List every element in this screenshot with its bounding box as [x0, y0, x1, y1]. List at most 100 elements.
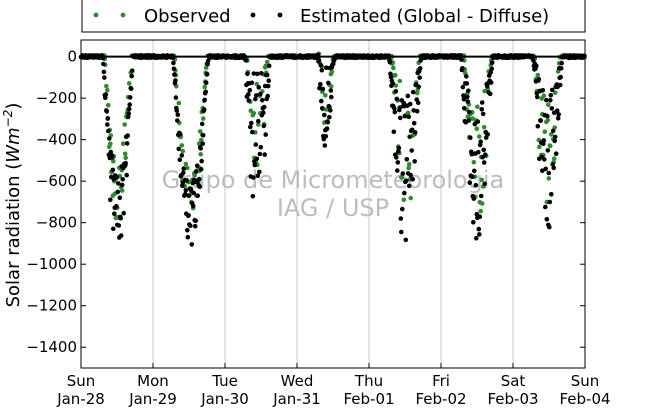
estimated-point-897: [196, 176, 202, 182]
estimated-point-1327: [410, 177, 416, 182]
estimated-point-1466: [479, 107, 485, 112]
observed-point-61: [122, 122, 127, 127]
estimated-point-745: [121, 210, 126, 216]
estimated-point-1338: [415, 100, 421, 105]
legend-marker-estimated-1: [250, 12, 256, 18]
legend-marker-observed-1: [93, 12, 99, 18]
estimated-point-1597: [544, 217, 550, 222]
estimated-point-876: [186, 193, 192, 199]
estimated-point-996: [246, 92, 251, 97]
estimated-point-898: [197, 184, 202, 189]
estimated-point-856: [176, 146, 182, 152]
x-tick-date-2: Jan-30: [200, 390, 249, 408]
estimated-point-1302: [398, 115, 403, 121]
estimated-point-1443: [468, 135, 473, 140]
estimated-point-1425: [459, 57, 464, 62]
grid-lines: [152, 40, 514, 368]
estimated-point-752: [124, 141, 130, 146]
estimated-point-875: [186, 213, 191, 218]
estimated-point-1336: [414, 108, 420, 114]
y-axis-label: Solar radiation (Wm−2): [1, 103, 24, 308]
estimated-point-1321: [407, 134, 413, 140]
observed-point-529: [479, 201, 485, 206]
x-tick-weekday-2: Tue: [211, 372, 238, 390]
estimated-point-1145: [320, 105, 325, 111]
estimated-point-1624: [557, 82, 563, 88]
estimated-point-859: [178, 131, 183, 137]
estimated-point-730: [114, 204, 119, 209]
estimated-point-1283: [388, 74, 394, 80]
estimated-point-1314: [404, 178, 409, 183]
estimated-point-1578: [535, 94, 540, 100]
estimated-point-882: [189, 242, 195, 247]
legend-label-estimated: Estimated (Global - Diffuse): [300, 6, 549, 27]
estimated-point-858: [177, 157, 183, 163]
estimated-point-1616: [553, 151, 559, 156]
estimated-point-1315: [404, 157, 410, 162]
estimated-point-1464: [478, 139, 484, 144]
observed-point-131: [176, 100, 182, 106]
observed-point-59: [120, 141, 126, 146]
estimated-point-879: [188, 223, 193, 229]
x-tick-date-4: Feb-01: [343, 390, 394, 408]
x-tick-weekday-7: Sun: [571, 372, 600, 390]
estimated-point-1009: [252, 162, 258, 168]
estimated-point-723: [110, 167, 116, 173]
estimated-point-994: [245, 71, 250, 77]
y-tick-label-4: −800: [36, 214, 77, 232]
watermark-line-1: Grupo de Micrometeorologia: [162, 166, 504, 194]
observed-point-523: [475, 104, 480, 110]
observed-point-327: [323, 93, 328, 98]
observed-point-522: [474, 126, 480, 132]
estimated-point-1005: [250, 194, 256, 199]
estimated-point-706: [102, 75, 107, 80]
estimated-point-722: [110, 155, 115, 160]
estimated-point-1341: [417, 75, 423, 80]
observed-point-433: [401, 197, 407, 203]
estimated-point-910: [203, 89, 208, 95]
observed-point-618: [549, 132, 554, 137]
observed-point-136: [179, 143, 185, 148]
estimated-point-1449: [471, 220, 476, 225]
estimated-point-756: [126, 106, 132, 112]
estimated-point-1319: [406, 114, 412, 120]
estimated-point-1459: [476, 149, 481, 155]
estimated-point-870: [183, 188, 189, 193]
x-tick-weekday-1: Mon: [137, 372, 169, 390]
estimated-point-709: [103, 92, 109, 97]
legend-box: [81, 0, 586, 33]
estimated-point-911: [203, 80, 209, 85]
estimated-point-751: [124, 172, 129, 178]
estimated-point-1435: [464, 74, 469, 79]
estimated-point-1150: [322, 143, 328, 148]
estimated-point-893: [194, 163, 200, 168]
estimated-point-1441: [467, 109, 472, 115]
observed-point-69: [126, 81, 132, 86]
estimated-point-869: [183, 191, 188, 197]
legend-label-observed: Observed: [144, 6, 231, 27]
observed-point-526: [478, 208, 484, 214]
estimated-point-1339: [416, 84, 422, 90]
estimated-point-1471: [481, 160, 487, 165]
estimated-point-1428: [460, 84, 466, 90]
estimated-point-903: [199, 121, 205, 127]
estimated-point-1614: [552, 134, 558, 140]
x-tick-date-5: Feb-02: [415, 390, 466, 408]
observed-point-157: [197, 129, 203, 134]
estimated-point-1484: [488, 70, 494, 75]
estimated-point-713: [105, 116, 111, 121]
observed-point-63: [123, 155, 128, 160]
estimated-point-734: [116, 181, 121, 186]
y-tick-label-1: −200: [36, 89, 77, 107]
y-axis: 0 −200 −400 −600 −800 −1000 −1200 −1400: [26, 48, 585, 356]
observed-point-621: [551, 156, 557, 161]
estimated-point-874: [185, 234, 191, 240]
estimated-point-1598: [545, 113, 550, 119]
estimated-point-1003: [249, 80, 255, 86]
estimated-point-1017: [256, 85, 262, 90]
estimated-point-1436: [464, 81, 470, 86]
plot-background: [81, 40, 585, 368]
estimated-point-1006: [251, 175, 256, 180]
estimated-point-1483: [487, 91, 493, 97]
